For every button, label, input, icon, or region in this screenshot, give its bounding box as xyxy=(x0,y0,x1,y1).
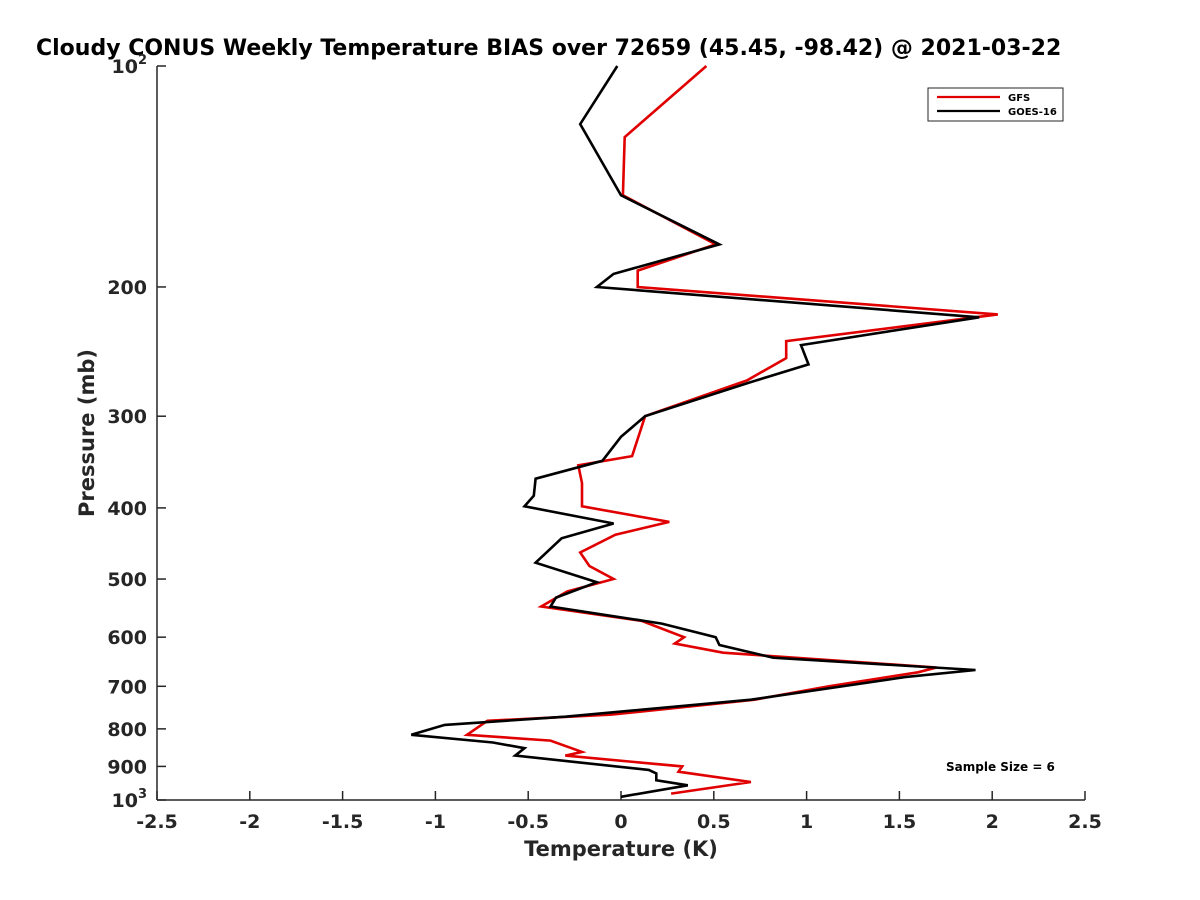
y-axis-label: Pressure (mb) xyxy=(75,349,99,517)
chart-title: Cloudy CONUS Weekly Temperature BIAS ove… xyxy=(36,36,1061,61)
x-tick-label: 0.5 xyxy=(697,811,731,833)
x-axis-ticks: -2.5 -2 -1.5 -1 -0.5 0 0.5 1 1.5 2 2.5 xyxy=(136,791,1102,833)
y-tick-label: 900 xyxy=(107,756,147,778)
y-tick-label: 500 xyxy=(107,569,147,591)
y-tick-label: 103 xyxy=(112,787,148,812)
x-tick-label: 2.5 xyxy=(1068,811,1102,833)
x-tick-label: 1.5 xyxy=(883,811,917,833)
y-tick-label: 600 xyxy=(107,627,147,649)
x-tick-label: -2 xyxy=(239,811,260,833)
y-tick-label: 800 xyxy=(107,719,147,741)
x-tick-label: -1.5 xyxy=(322,811,364,833)
chart-legend: GFS GOES-16 xyxy=(927,87,1064,122)
x-tick-label: -2.5 xyxy=(136,811,178,833)
legend-label-goes16: GOES-16 xyxy=(1008,107,1057,118)
x-tick-label: 0 xyxy=(614,811,627,833)
y-tick-label: 102 xyxy=(112,53,148,78)
x-tick-label: 2 xyxy=(986,811,999,833)
y-axis-ticks: 102 200 300 400 500 600 700 800 900 103 xyxy=(107,53,166,812)
y-tick-label: 300 xyxy=(107,406,147,428)
legend-box xyxy=(927,87,1064,122)
x-axis-label: Temperature (K) xyxy=(524,837,718,861)
x-tick-label: -1 xyxy=(425,811,446,833)
series-lines xyxy=(410,65,998,799)
legend-label-gfs: GFS xyxy=(1008,93,1030,104)
series-line-goes16 xyxy=(410,65,980,799)
y-tick-label: 200 xyxy=(107,277,147,299)
y-tick-label: 700 xyxy=(107,676,147,698)
y-tick-label: 400 xyxy=(107,498,147,520)
sample-size-annotation: Sample Size = 6 xyxy=(946,760,1055,774)
x-tick-label: -0.5 xyxy=(507,811,549,833)
x-tick-label: 1 xyxy=(800,811,813,833)
